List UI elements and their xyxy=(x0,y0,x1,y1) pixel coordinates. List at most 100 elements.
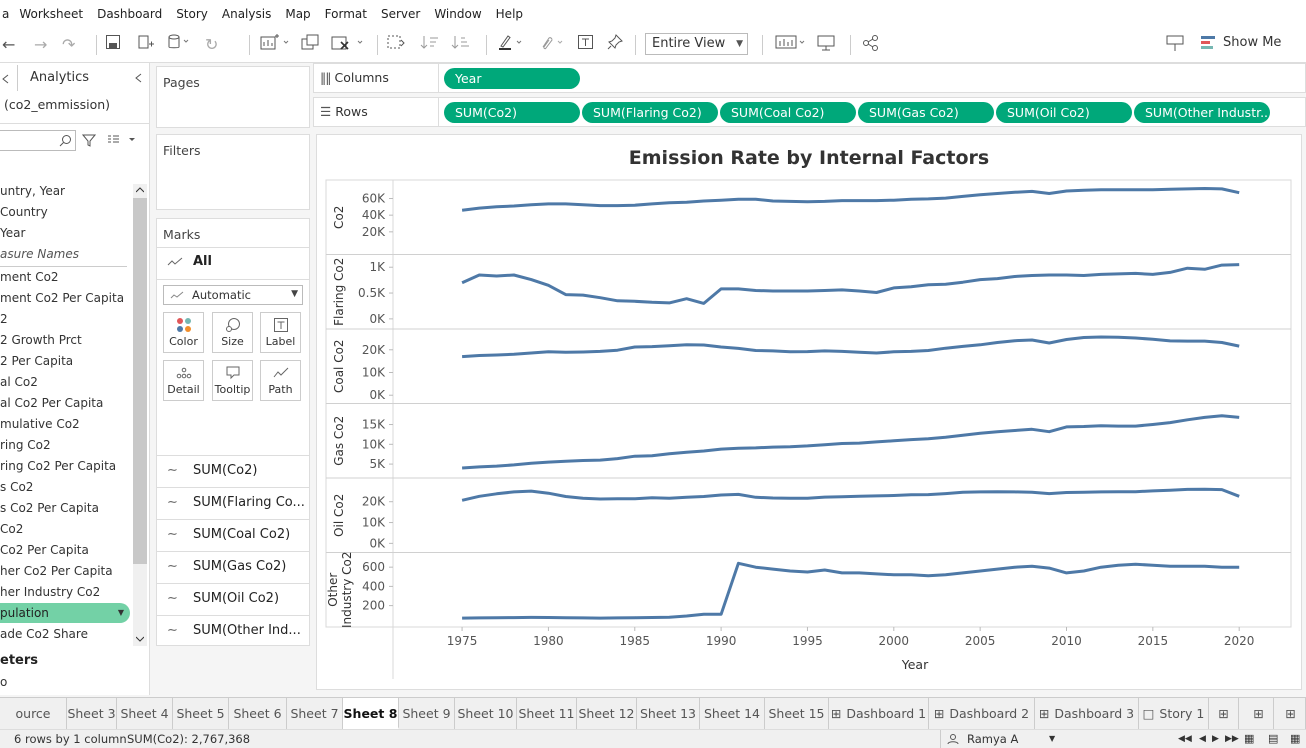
field-population-selected[interactable]: pulation ▼ xyxy=(0,603,130,623)
field-search-input[interactable] xyxy=(0,130,76,151)
marks-row-flaring-co2[interactable]: ∼ SUM(Flaring Co... xyxy=(157,487,309,519)
field-item[interactable]: s Co2 Per Capita xyxy=(0,501,99,515)
pill-sum-oil-co2[interactable]: SUM(Oil Co2) xyxy=(996,102,1132,123)
sheet-tab[interactable]: Sheet 4 xyxy=(117,698,173,729)
sheet-tab[interactable]: Sheet 13 xyxy=(637,698,700,729)
last-sheet-icon[interactable]: ▶▶ xyxy=(1225,734,1239,744)
group-members-icon[interactable] xyxy=(537,34,565,56)
rows-shelf[interactable]: ☰ Rows SUM(Co2) SUM(Flaring Co2) SUM(Coa… xyxy=(313,97,1306,127)
menu-item-analysis[interactable]: Analysis xyxy=(221,6,272,21)
duplicate-sheet-icon[interactable] xyxy=(301,34,321,56)
field-item[interactable]: Co2 xyxy=(0,522,24,536)
field-item[interactable]: ring Co2 xyxy=(0,438,51,452)
sheet-tab[interactable]: Sheet 6 xyxy=(229,698,287,729)
sort-descending-icon[interactable] xyxy=(451,34,471,56)
marks-all-row[interactable]: All xyxy=(157,248,309,278)
field-item[interactable]: Year xyxy=(0,226,26,240)
field-item[interactable]: her Co2 Per Capita xyxy=(0,564,113,578)
field-item[interactable]: ment Co2 Per Capita xyxy=(0,291,125,305)
sheet-tab[interactable]: ⊞ Dashboard 1 xyxy=(829,698,929,729)
label-button[interactable]: Label xyxy=(260,312,301,353)
pill-sum-co2[interactable]: SUM(Co2) xyxy=(444,102,580,123)
show-cards-icon[interactable] xyxy=(775,34,809,56)
pill-year[interactable]: Year xyxy=(444,68,580,89)
refresh-icon[interactable]: ↻ xyxy=(205,35,219,54)
filter-icon[interactable] xyxy=(82,133,96,147)
back-icon[interactable]: ← xyxy=(2,35,16,54)
show-mark-labels-icon[interactable] xyxy=(577,34,595,56)
sheet-tab[interactable]: ⊞ Dashboard 2 xyxy=(929,698,1035,729)
menu-item-dashboard[interactable]: Dashboard xyxy=(97,6,163,21)
show-me-icon[interactable] xyxy=(1200,34,1216,56)
menu-item-window[interactable]: Window xyxy=(434,6,482,21)
marks-row-oil-co2[interactable]: ∼ SUM(Oil Co2) xyxy=(157,583,309,615)
sheet-tab[interactable]: Sheet 12 xyxy=(577,698,637,729)
menu-item-story[interactable]: Story xyxy=(176,6,208,21)
field-item[interactable]: al Co2 Per Capita xyxy=(0,396,104,410)
pill-sum-flaring-co2[interactable]: SUM(Flaring Co2) xyxy=(582,102,718,123)
tab-analytics[interactable]: Analytics xyxy=(17,65,149,91)
collapse-pane-icon[interactable] xyxy=(134,73,144,83)
menu-item-help[interactable]: Help xyxy=(495,6,524,21)
menu-item-format[interactable]: Format xyxy=(324,6,367,21)
columns-shelf[interactable]: ‖‖ Columns Year xyxy=(313,63,1306,93)
tooltip-pointer-icon[interactable] xyxy=(1166,34,1186,56)
marks-row-gas-co2[interactable]: ∼ SUM(Gas Co2) xyxy=(157,551,309,583)
sheet-tab[interactable]: Sheet 5 xyxy=(173,698,229,729)
scrollbar-thumb[interactable] xyxy=(133,198,147,564)
parameter-item[interactable]: o xyxy=(0,675,8,689)
view-options-icon[interactable] xyxy=(107,134,135,146)
field-item[interactable]: 2 Growth Prct xyxy=(0,333,82,347)
new-worksheet-icon[interactable] xyxy=(260,34,290,56)
tooltip-button[interactable]: Tooltip xyxy=(212,360,253,401)
save-icon[interactable] xyxy=(105,34,121,56)
share-icon[interactable] xyxy=(862,34,880,56)
presentation-mode-icon[interactable] xyxy=(816,34,836,56)
path-button[interactable]: Path xyxy=(260,360,301,401)
user-menu[interactable]: Ramya A ▼ xyxy=(940,730,1064,748)
field-item[interactable]: her Industry Co2 xyxy=(0,585,101,599)
field-item[interactable]: Co2 Per Capita xyxy=(0,543,89,557)
show-filmstrip-icon[interactable]: ▦ xyxy=(1244,732,1255,745)
pill-sum-other-industry-co2[interactable]: SUM(Other Industr.. xyxy=(1134,102,1270,123)
scroll-down-icon[interactable] xyxy=(136,635,144,643)
pages-card[interactable]: Pages xyxy=(156,66,310,128)
first-sheet-icon[interactable]: ◀◀ xyxy=(1178,734,1192,744)
field-item[interactable]: 2 xyxy=(0,312,8,326)
chevron-left-icon[interactable] xyxy=(0,73,12,85)
field-item[interactable]: ring Co2 Per Capita xyxy=(0,459,117,473)
sheet-tab[interactable]: Sheet 9 xyxy=(399,698,455,729)
line-chart[interactable]: Co2 20K 40K 60K Flaring Co2 0K 0.5K 1K Coal Co2 0… xyxy=(317,135,1301,689)
new-story-icon[interactable]: ⊞ xyxy=(1276,698,1306,729)
size-button[interactable]: Size xyxy=(212,312,253,353)
pill-sum-gas-co2[interactable]: SUM(Gas Co2) xyxy=(858,102,994,123)
sheet-tab[interactable]: Sheet 10 xyxy=(455,698,517,729)
field-item[interactable]: asure Names xyxy=(0,247,79,261)
sheet-tab[interactable]: □ Story 1 xyxy=(1139,698,1209,729)
sheet-tab[interactable]: ource xyxy=(0,698,67,729)
data-source-name[interactable]: (co2_emmission) xyxy=(4,97,111,112)
show-sheet-sorter-icon[interactable]: ▦ xyxy=(1290,732,1301,745)
sort-ascending-icon[interactable] xyxy=(420,34,440,56)
sheet-tab[interactable]: Sheet 8 xyxy=(343,698,399,729)
mark-type-select[interactable]: Automatic ▼ xyxy=(163,285,303,305)
fit-view-select[interactable]: Entire View ▼ xyxy=(645,33,748,55)
marks-row-coal-co2[interactable]: ∼ SUM(Coal Co2) xyxy=(157,519,309,551)
highlight-icon[interactable] xyxy=(497,34,525,56)
swap-rows-columns-icon[interactable] xyxy=(386,34,406,56)
sheet-tab[interactable]: ⊞ Dashboard 3 xyxy=(1035,698,1139,729)
detail-button[interactable]: Detail xyxy=(163,360,204,401)
field-item[interactable]: al Co2 xyxy=(0,375,38,389)
sheet-tab[interactable]: Sheet 15 xyxy=(765,698,829,729)
sheet-tab[interactable]: Sheet 7 xyxy=(287,698,343,729)
marks-row-co2[interactable]: ∼ SUM(Co2) xyxy=(157,455,309,487)
menu-item-worksheet[interactable]: Worksheet xyxy=(19,6,84,21)
field-item[interactable]: s Co2 xyxy=(0,480,34,494)
sheet-tab[interactable]: Sheet 11 xyxy=(517,698,577,729)
marks-row-other-industry-co2[interactable]: ∼ SUM(Other Ind... xyxy=(157,615,309,647)
field-item[interactable]: mulative Co2 xyxy=(0,417,80,431)
sheet-tab[interactable]: Sheet 14 xyxy=(700,698,765,729)
sheet-tab[interactable]: Sheet 3 xyxy=(67,698,117,729)
show-tabs-icon[interactable]: ▤ xyxy=(1268,732,1279,745)
prev-sheet-icon[interactable]: ◀ xyxy=(1199,734,1206,744)
